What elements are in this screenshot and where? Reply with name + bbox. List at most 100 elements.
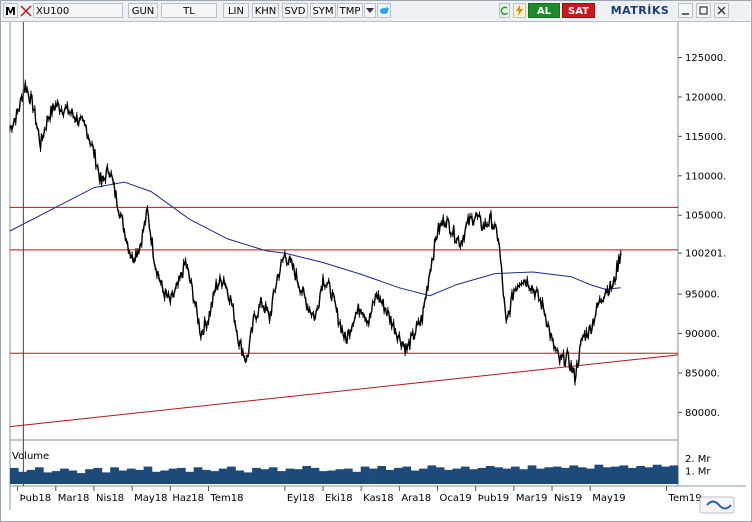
x-tick-label: Mar18: [58, 493, 90, 504]
template-dropdown-icon[interactable]: [364, 3, 376, 18]
volume-bar: [202, 469, 211, 484]
volume-bar: [218, 468, 228, 484]
price-series-group: [9, 79, 622, 386]
volume-bar: [101, 472, 111, 484]
minimize-button[interactable]: [678, 3, 693, 18]
volume-bar: [185, 471, 194, 484]
volume-bar: [469, 469, 478, 484]
volume-bar: [235, 470, 245, 484]
volume-bar: [43, 472, 53, 484]
volume-bar: [26, 469, 36, 484]
volume-bar: [602, 467, 612, 484]
refresh-glyph: [500, 6, 509, 15]
volume-bar: [327, 470, 336, 484]
maximize-button[interactable]: [696, 3, 711, 18]
moving-average-line: [9, 181, 621, 297]
y-tick-label: 100201.: [685, 249, 726, 260]
x-tick-label: Mar19: [516, 493, 548, 504]
linear-scale-button[interactable]: LIN: [223, 3, 249, 18]
volume-bar: [419, 468, 428, 484]
volume-bar: [318, 471, 328, 484]
volume-bar: [260, 469, 270, 484]
volume-bar: [485, 466, 495, 484]
volume-bar: [577, 467, 587, 484]
bolt-glyph: [516, 5, 523, 16]
crosshair-icon[interactable]: [20, 3, 32, 18]
volume-bar: [444, 469, 453, 484]
alert-icon[interactable]: [513, 3, 526, 18]
x-tick-label: Eyl18: [287, 493, 315, 504]
volume-tick-label: 2. Mr: [685, 454, 711, 465]
currency-button[interactable]: TL: [161, 3, 217, 18]
y-tick-label: 120000.: [685, 92, 726, 103]
volume-bar: [268, 467, 278, 484]
y-tick-label: 110000.: [685, 171, 726, 182]
volume-bar: [210, 471, 220, 484]
price-line: [9, 81, 622, 384]
toolbar: M XU100 GUN TL LIN KHN SVD SYM TMP AL SA…: [1, 1, 750, 22]
maximize-icon: [699, 6, 708, 15]
sym-button[interactable]: SYM: [310, 3, 336, 18]
x-tick-label: Oca19: [440, 493, 472, 504]
bird-glyph: [380, 7, 389, 14]
volume-bar: [644, 467, 654, 484]
volume-bar: [427, 465, 437, 484]
refresh-icon[interactable]: [499, 3, 510, 18]
volume-bar: [435, 467, 445, 484]
horizontal-lines: [10, 206, 678, 354]
khn-button[interactable]: KHN: [252, 3, 279, 18]
volume-bar: [619, 465, 629, 484]
x-axis-ticks: Þub18 Mar18 Nis18 May18 Haz18 Tem18 Eyl18 Eki18…: [17, 486, 702, 504]
volume-bar: [243, 472, 253, 484]
close-button[interactable]: [714, 3, 729, 18]
symbol-field[interactable]: XU100: [33, 3, 123, 18]
volume-bar: [360, 466, 370, 484]
volume-bar: [519, 469, 528, 484]
volume-bar: [193, 467, 203, 484]
volume-bar: [18, 471, 28, 484]
volume-bar: [594, 464, 604, 484]
volume-bar: [477, 467, 487, 484]
x-tick-label: Þub19: [478, 493, 509, 504]
volume-bar: [85, 469, 94, 484]
volume-bar: [76, 473, 86, 484]
svd-button[interactable]: SVD: [282, 3, 308, 18]
template-button[interactable]: TMP: [337, 3, 363, 18]
volume-bar: [452, 468, 462, 484]
volume-bar: [35, 467, 44, 484]
x-tick-label: Nis19: [554, 493, 582, 504]
volume-bar: [611, 466, 620, 484]
volume-bar: [502, 468, 512, 484]
volume-bar: [252, 467, 261, 484]
volume-bar: [293, 469, 303, 484]
volume-bar: [51, 471, 61, 484]
y-axis-ticks: 125000. 120000. 115000. 110000. 105000. 10020…: [678, 53, 726, 419]
minimize-icon: [682, 13, 689, 15]
volume-bar: [385, 469, 395, 484]
volume-bar: [511, 466, 520, 484]
volume-bar: [168, 468, 178, 484]
volume-bar: [569, 465, 579, 484]
volume-bar: [177, 467, 186, 484]
volume-bar: [344, 468, 353, 484]
y-tick-label: 80000.: [685, 408, 720, 419]
moving-average-group: [9, 181, 621, 297]
x-tick-label: Haz18: [172, 493, 204, 504]
close-icon: [717, 6, 726, 15]
y-tick-label: 95000.: [685, 290, 720, 301]
volume-bar: [126, 468, 136, 484]
period-button[interactable]: GUN: [128, 3, 158, 18]
volume-bar: [494, 467, 503, 484]
x-tick-label: Ara18: [401, 493, 431, 504]
volume-bar: [377, 466, 387, 484]
y-tick-label: 85000.: [685, 368, 720, 379]
scroll-link-icon[interactable]: [699, 496, 735, 514]
twitter-icon[interactable]: [377, 3, 391, 18]
x-tick-label: Tem18: [209, 493, 243, 504]
y-tick-label: 115000.: [685, 132, 726, 143]
volume-bar: [151, 471, 161, 484]
sell-button[interactable]: SAT: [562, 3, 595, 18]
x-tick-label: May19: [592, 493, 625, 504]
buy-button[interactable]: AL: [528, 3, 560, 18]
